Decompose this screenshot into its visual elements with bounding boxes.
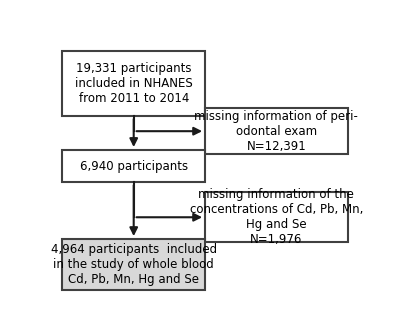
FancyBboxPatch shape — [62, 150, 205, 182]
Text: 4,964 participants  included
in the study of whole blood
Cd, Pb, Mn, Hg and Se: 4,964 participants included in the study… — [51, 243, 217, 286]
FancyBboxPatch shape — [62, 239, 205, 290]
Text: missing information of the
concentrations of Cd, Pb, Mn,
Hg and Se
N=1,976: missing information of the concentration… — [190, 188, 363, 246]
FancyBboxPatch shape — [205, 108, 348, 154]
FancyBboxPatch shape — [62, 51, 205, 116]
Text: 6,940 participants: 6,940 participants — [80, 160, 188, 173]
FancyBboxPatch shape — [205, 192, 348, 242]
Text: missing information of peri-
odontal exam
N=12,391: missing information of peri- odontal exa… — [194, 110, 358, 153]
Text: 19,331 participants
included in NHANES
from 2011 to 2014: 19,331 participants included in NHANES f… — [75, 62, 192, 105]
